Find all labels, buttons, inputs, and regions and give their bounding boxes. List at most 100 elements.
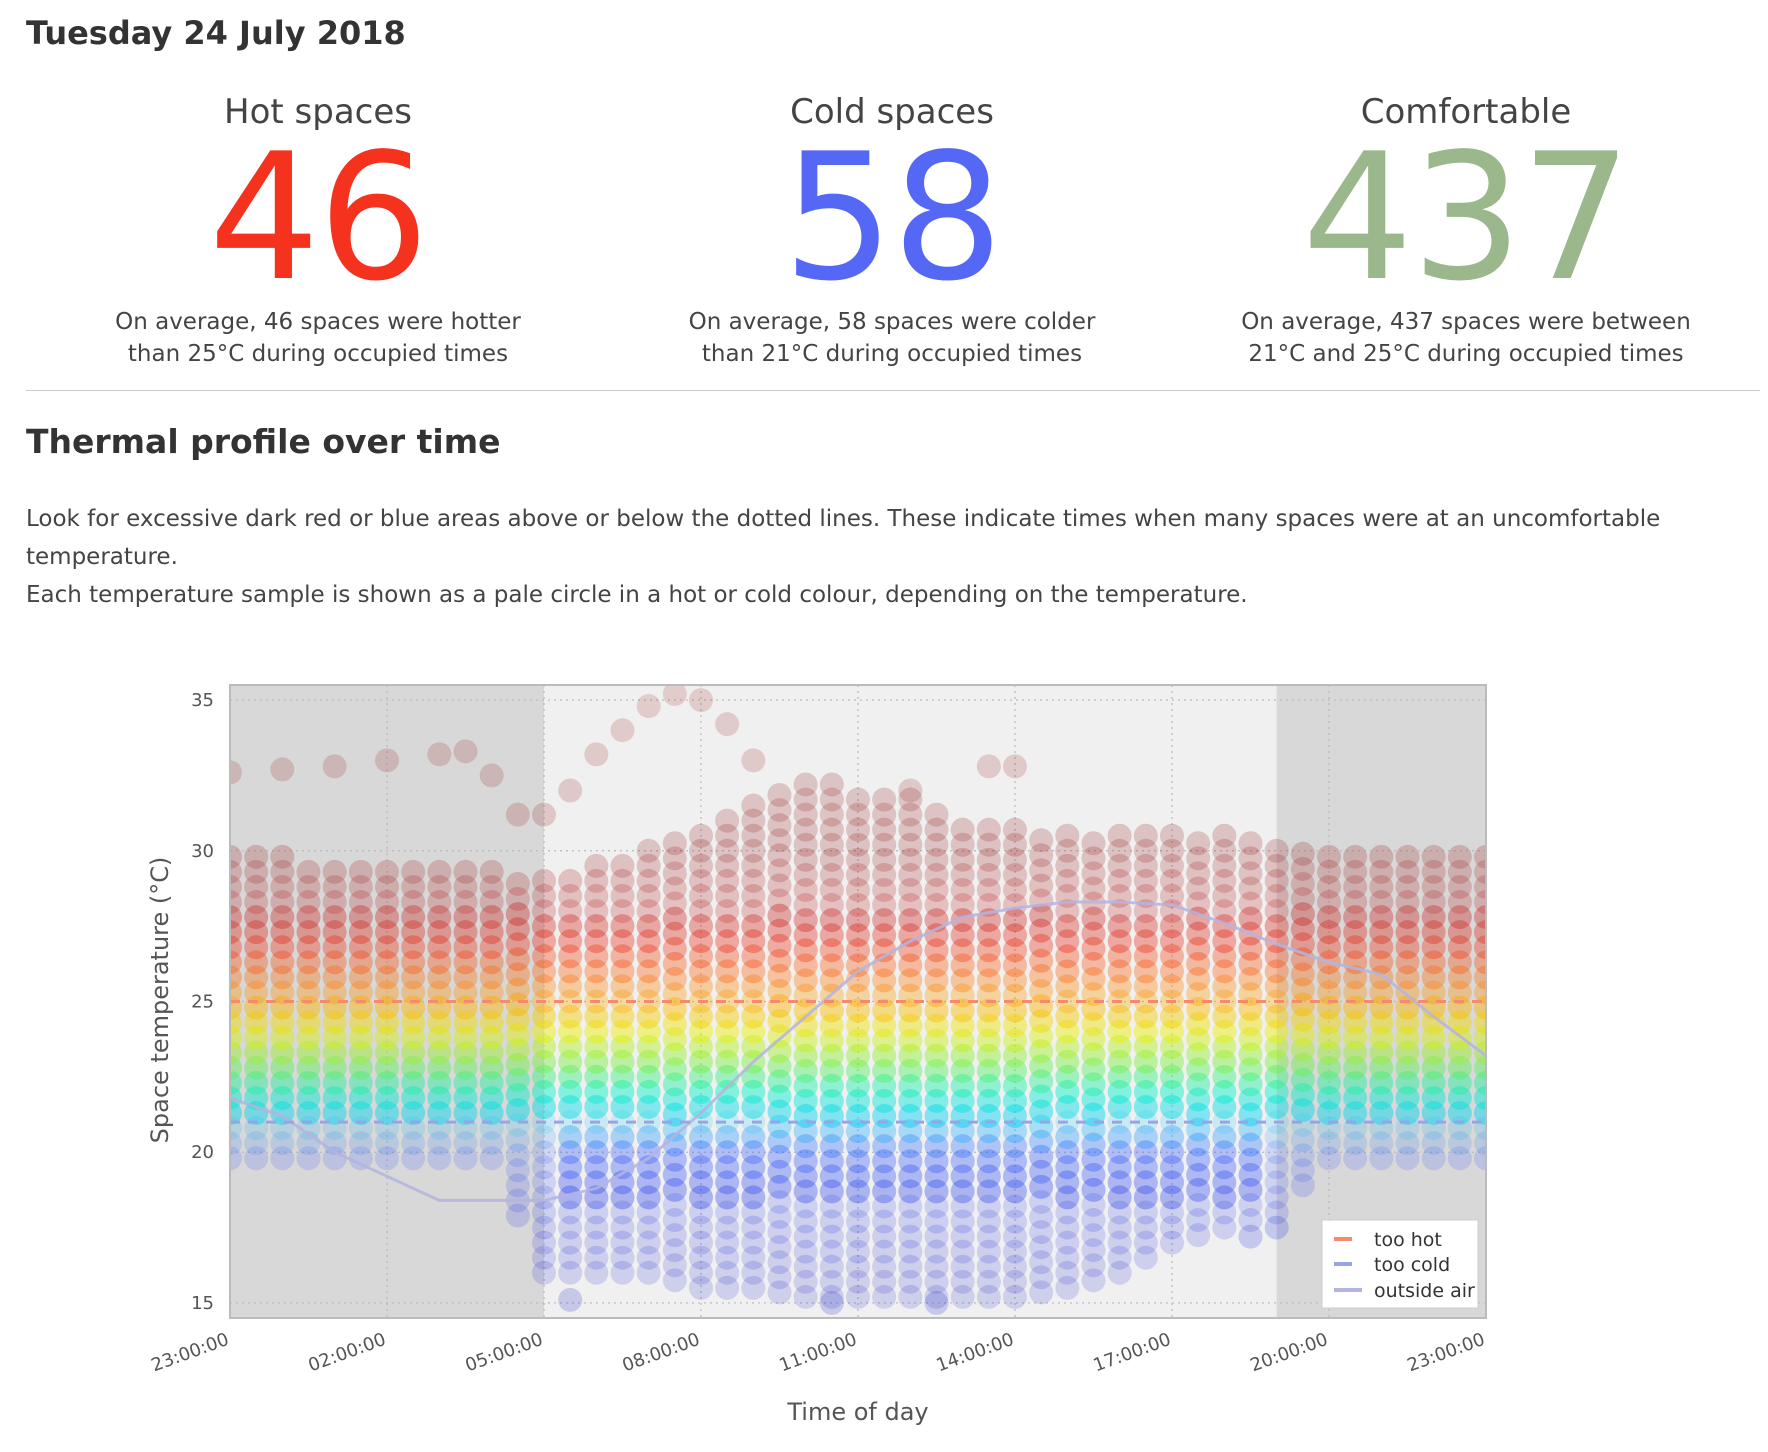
sample-point-1150 [1290, 871, 1315, 896]
sample-point-99 [322, 905, 347, 930]
sample-point-902 [1055, 899, 1080, 924]
sample-point-668 [872, 998, 897, 1023]
sample-point-842 [1003, 862, 1027, 887]
sample-point-572 [793, 877, 818, 902]
sample-point-0 [230, 1146, 242, 1171]
sample-point-1156 [1317, 1101, 1341, 1126]
sample-point-315 [584, 1034, 609, 1059]
sample-point-432 [689, 1019, 713, 1044]
sample-point-178 [427, 920, 452, 945]
sample-point-265 [532, 974, 556, 999]
sample-point-1186 [1343, 965, 1368, 990]
sample-point-1084 [1238, 1132, 1263, 1157]
sample-point-472 [715, 884, 740, 908]
sample-point-816 [1003, 1254, 1027, 1279]
sample-point-1261 [1447, 1101, 1472, 1126]
chart-description-line2: Each temperature sample is shown as a pa… [26, 582, 1248, 608]
cold-spaces-card: Cold spaces 58 On average, 58 spaces wer… [612, 90, 1172, 370]
sample-point-940 [1107, 1230, 1132, 1255]
sample-point-359 [636, 1215, 661, 1240]
sample-point-619 [846, 1224, 870, 1249]
sample-point-779 [950, 847, 975, 872]
sample-point-1259 [1447, 1131, 1472, 1156]
sample-point-501 [741, 929, 766, 954]
sample-point-1141 [1290, 1007, 1315, 1032]
sample-point-271 [532, 884, 556, 908]
sample-point-6 [230, 1055, 242, 1080]
sample-point-496 [741, 1004, 766, 1029]
sample-point-1276 [1447, 874, 1472, 899]
sample-point-1080 [1238, 1192, 1263, 1217]
sample-point-850 [1029, 1220, 1054, 1245]
sample-point-282 [558, 1125, 583, 1150]
sample-point-1241 [1421, 1085, 1446, 1110]
sample-point-409 [662, 906, 687, 931]
sample-point-562 [793, 1028, 818, 1053]
sample-point-383 [636, 853, 661, 878]
sample-point-946 [1107, 1140, 1132, 1165]
sample-point-1269 [1447, 980, 1472, 1005]
sample-point-799 [976, 1028, 1001, 1053]
sample-point-1124 [1264, 914, 1289, 939]
sample-point-555 [793, 1134, 818, 1159]
sample-point-1188 [1343, 935, 1368, 960]
sample-point-18 [230, 874, 242, 899]
sample-point-1073 [1212, 899, 1237, 924]
sample-point-416 [689, 1260, 713, 1285]
sample-point-520 [767, 1144, 792, 1169]
sample-point-1134 [1290, 1113, 1315, 1138]
sample-point-962 [1107, 899, 1132, 924]
sample-point-875 [1029, 843, 1054, 868]
sample-point-1104 [1238, 831, 1263, 856]
sample-point-909 [1081, 1253, 1106, 1278]
sample-point-266 [532, 959, 556, 984]
sample-point-874 [1029, 858, 1054, 883]
sample-point-159 [401, 905, 426, 930]
sample-point-558 [793, 1088, 818, 1113]
sample-point-754 [950, 1224, 975, 1249]
sample-point-262 [532, 1019, 556, 1044]
sample-point-987 [1133, 959, 1158, 984]
sample-point-633 [846, 1013, 870, 1038]
sample-point-556 [793, 1119, 818, 1144]
sample-point-684 [898, 1269, 923, 1294]
sample-point-960 [1107, 929, 1132, 954]
sample-point-480 [741, 1245, 766, 1270]
sample-point-729 [924, 1104, 949, 1129]
sample-point-890 [1055, 1079, 1080, 1104]
hot-spaces-desc-line1: On average, 46 spaces were hotter [115, 309, 521, 335]
sample-point-721 [924, 1224, 949, 1249]
sample-point-629 [846, 1073, 870, 1098]
sample-point-1079 [1238, 1208, 1263, 1233]
sample-point-186 [453, 1101, 478, 1126]
sample-point-425 [689, 1125, 713, 1150]
sample-point-771 [950, 968, 975, 993]
sample-point-466 [715, 974, 740, 999]
outside-air-series [230, 900, 1486, 1202]
x-tick-label-5: 14:00:00 [934, 1329, 1017, 1376]
sample-point-342 [610, 1049, 635, 1074]
sample-point-105 [348, 1116, 373, 1141]
sample-point-663 [872, 1073, 897, 1098]
sample-point-666 [872, 1028, 897, 1053]
sample-point-1049 [1186, 861, 1211, 886]
sample-point-1062 [1212, 1064, 1237, 1089]
sample-point-1191 [1343, 890, 1368, 915]
sample-point-748 [924, 817, 949, 842]
sample-point-293 [558, 959, 583, 984]
sample-point-657 [872, 1164, 897, 1189]
outlier-point-2 [322, 754, 347, 779]
sample-point-442 [689, 868, 713, 893]
sample-point-585 [819, 1209, 844, 1234]
sample-point-640 [846, 908, 870, 933]
sample-point-361 [636, 1185, 661, 1210]
sample-point-130 [375, 1040, 399, 1065]
sample-point-320 [584, 959, 609, 984]
sample-point-382 [636, 868, 661, 893]
sample-point-476 [715, 823, 740, 848]
sample-point-914 [1081, 1177, 1106, 1202]
outlier-point-13 [662, 685, 687, 707]
sample-point-233 [505, 1052, 530, 1077]
sample-point-201 [453, 874, 478, 899]
sample-point-141 [375, 874, 399, 899]
